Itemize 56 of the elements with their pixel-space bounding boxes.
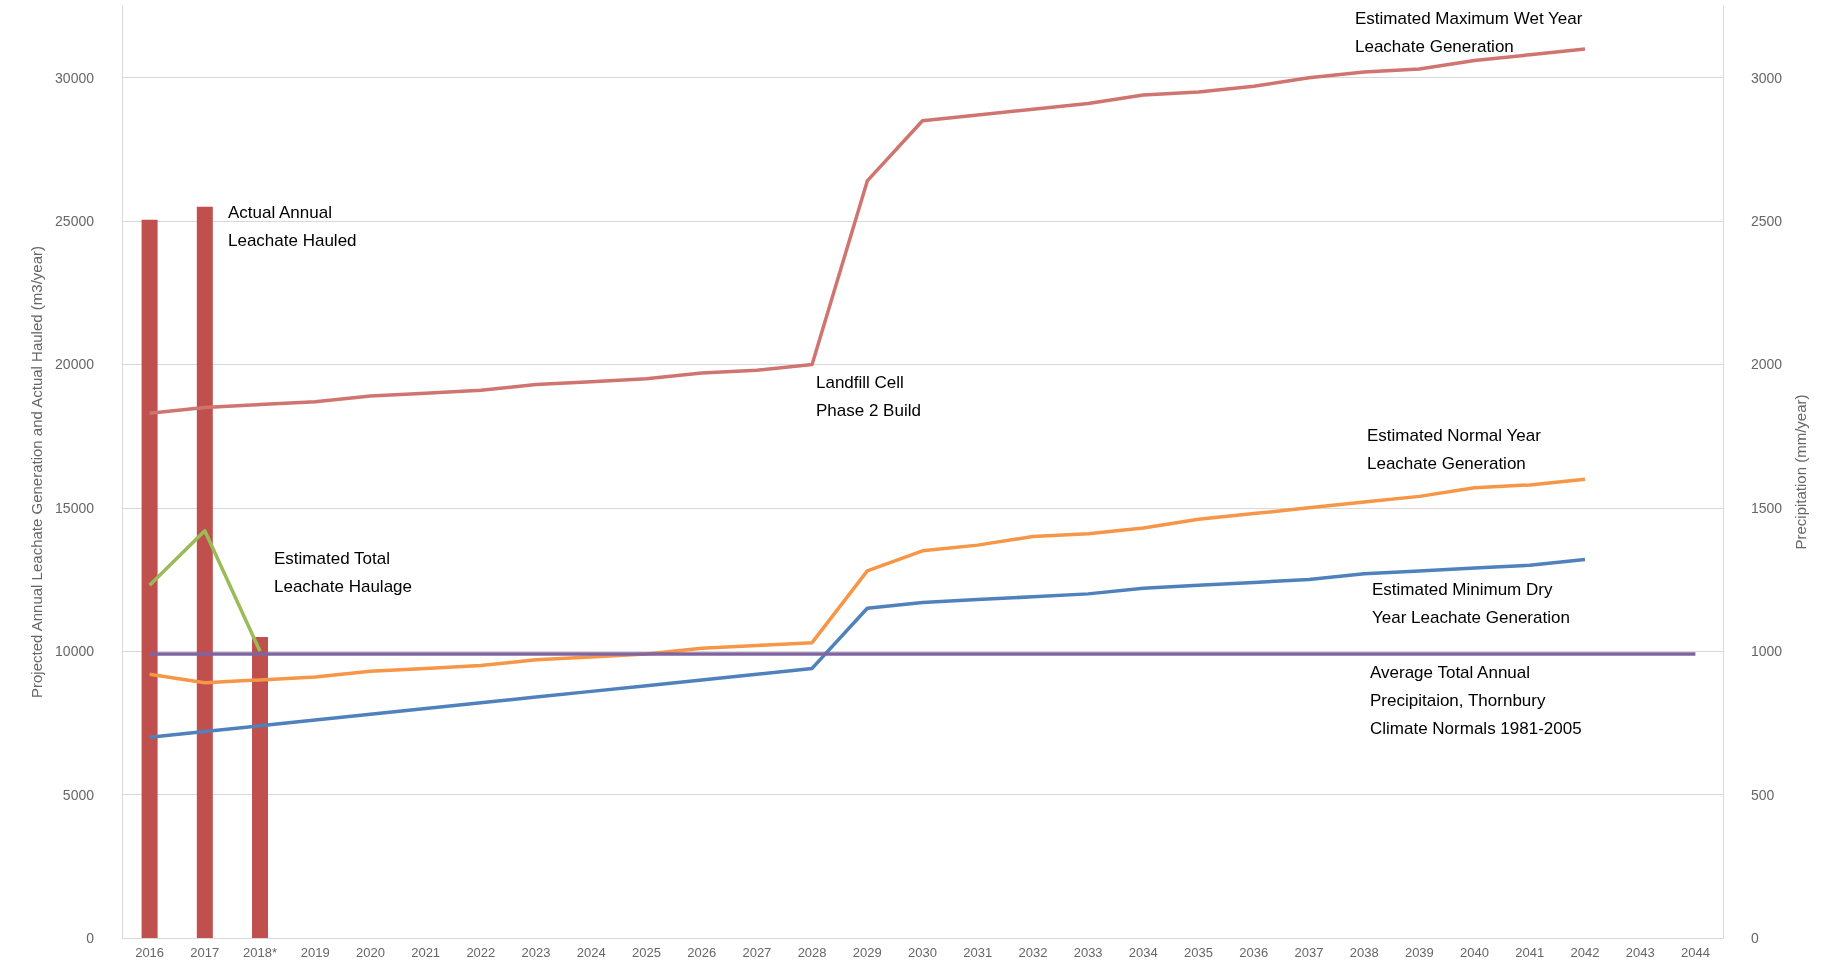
y2-tick-label: 500 [1751, 786, 1775, 803]
y-axis-title: Projected Annual Leachate Generation and Actual Hauled (m3/year) [28, 246, 46, 698]
y-tick-label: 15000 [55, 499, 95, 516]
y-tick-label: 5000 [62, 786, 95, 803]
annotation: Actual Annual Leachate Hauled [228, 202, 357, 250]
x-tick-label: 2024 [576, 945, 606, 960]
annotation: Estimated Maximum Wet Year Leachate Generation [1355, 8, 1583, 56]
x-tick-label: 2041 [1515, 945, 1545, 960]
x-tick-label: 2021 [411, 945, 441, 960]
y-tick-label: 20000 [55, 356, 95, 373]
y2-axis-title: Precipitation (mm/year) [1792, 394, 1810, 550]
annotation: Average Total Annual Precipitaion, Thornbury Climate Normals 1981-2005 [1370, 662, 1582, 738]
x-tick-label: 2029 [852, 945, 882, 960]
annotation: Estimated Total Leachate Haulage [274, 548, 413, 596]
x-tick-label: 2037 [1294, 945, 1324, 960]
annotation: Landfill Cell Phase 2 Build [816, 372, 921, 420]
x-tick-label: 2039 [1404, 945, 1434, 960]
line-series [147, 477, 1587, 685]
y2-tick-label: 2500 [1751, 213, 1783, 230]
bar [252, 636, 269, 938]
y-tick-label: 25000 [55, 213, 95, 230]
y2-tick-label: 0 [1751, 930, 1759, 946]
y2-tick-label: 2000 [1751, 356, 1783, 373]
x-tick-label: 2025 [632, 945, 661, 960]
y2-tick-label: 1500 [1751, 499, 1783, 516]
bar [196, 206, 213, 938]
x-tick-label: 2043 [1625, 945, 1655, 960]
x-tick-label: 2028 [797, 945, 827, 960]
x-tick-label: 2026 [687, 945, 717, 960]
x-tick-label: 2038 [1349, 945, 1379, 960]
x-tick-label: 2044 [1680, 945, 1710, 960]
annotation: Estimated Minimum Dry Year Leachate Generation [1372, 579, 1570, 627]
x-tick-label: 2016 [135, 945, 165, 960]
x-tick-label: 2019 [300, 945, 330, 960]
x-tick-label: 2020 [355, 945, 385, 960]
x-tick-label: 2032 [1018, 945, 1048, 960]
x-tick-label: 2035 [1184, 945, 1213, 960]
y-tick-label: 10000 [55, 643, 95, 660]
x-tick-label: 2017 [190, 945, 220, 960]
x-tick-label: 2042 [1570, 945, 1600, 960]
x-tick-label: 2031 [963, 945, 993, 960]
x-tick-label: 2040 [1460, 945, 1490, 960]
y2-tick-label: 3000 [1751, 69, 1783, 86]
x-tick-label: 2034 [1128, 945, 1158, 960]
y-tick-label: 30000 [55, 69, 95, 86]
y2-tick-label: 1000 [1751, 643, 1783, 660]
x-tick-label: 2027 [742, 945, 772, 960]
x-tick-label: 2030 [908, 945, 937, 960]
x-tick-label: 2036 [1239, 945, 1269, 960]
x-tick-label: 2018* [243, 945, 278, 960]
x-tick-label: 2022 [466, 945, 496, 960]
annotation: Estimated Normal Year Leachate Generation [1367, 425, 1542, 473]
bar [141, 219, 158, 938]
x-tick-label: 2023 [521, 945, 551, 960]
x-tick-label: 2033 [1073, 945, 1103, 960]
y-tick-label: 0 [86, 930, 95, 946]
